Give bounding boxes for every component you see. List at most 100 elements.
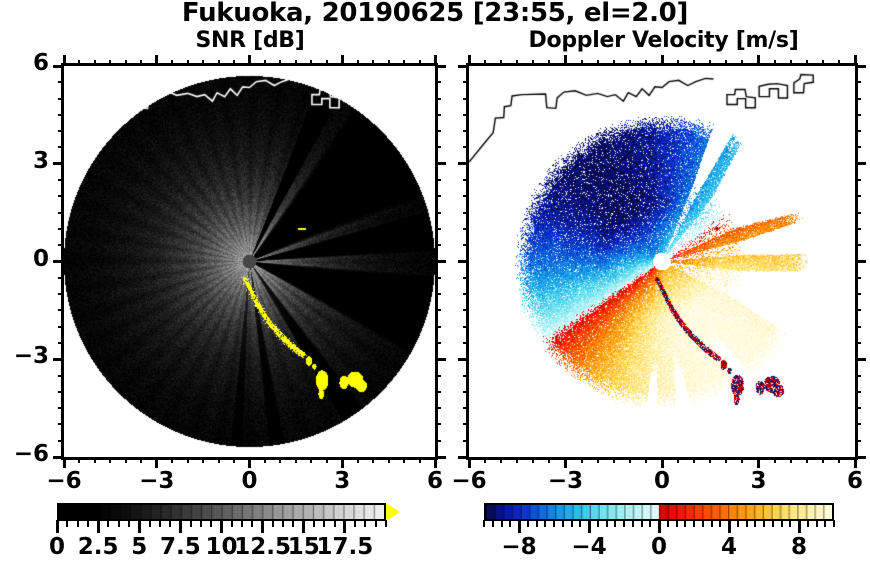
colorbar-minor-tick	[763, 520, 765, 527]
colorbar-major-tick	[797, 520, 801, 533]
x-minor-tick	[516, 60, 519, 66]
y-minor-tick	[855, 81, 861, 84]
y-minor-tick	[463, 130, 469, 133]
y-minor-tick	[58, 341, 64, 344]
y-major-tick	[53, 357, 64, 361]
colorbar-tick-label: 0	[48, 534, 65, 560]
x-minor-tick	[500, 60, 503, 66]
x-major-tick	[757, 457, 760, 468]
y-minor-tick	[463, 97, 469, 100]
colorbar-minor-tick	[333, 520, 336, 527]
y-minor-tick	[435, 97, 441, 100]
plot-axes-snr	[61, 63, 438, 460]
y-major-tick	[435, 260, 446, 263]
radar-ppi-snr	[64, 66, 435, 457]
x-major-tick	[564, 55, 567, 66]
y-minor-tick	[58, 81, 64, 84]
x-minor-tick	[387, 60, 390, 66]
velocity-colorbar-gradient	[486, 505, 832, 519]
y-major-tick	[53, 260, 64, 263]
x-minor-tick	[279, 60, 282, 66]
colorbar-minor-tick	[806, 520, 809, 527]
colorbar-tick-label: 7.5	[160, 534, 201, 560]
y-tick-label: 0	[32, 245, 49, 272]
y-minor-tick	[435, 439, 441, 442]
y-minor-tick	[855, 130, 861, 133]
colorbar-minor-tick	[631, 520, 634, 527]
y-minor-tick	[435, 309, 441, 312]
figure-suptitle: Fukuoka, 20190625 [23:55, el=2.0]	[181, 0, 689, 28]
x-minor-tick	[725, 60, 728, 66]
y-major-tick	[458, 64, 469, 68]
y-major-tick	[435, 64, 446, 68]
x-minor-tick	[709, 60, 712, 66]
x-minor-tick	[580, 60, 583, 66]
x-major-tick	[248, 55, 251, 66]
y-major-tick	[855, 455, 866, 459]
y-minor-tick	[463, 227, 469, 230]
y-minor-tick	[435, 374, 441, 377]
x-tick-label: −3	[547, 468, 584, 494]
y-minor-tick	[855, 146, 861, 149]
x-minor-tick	[325, 60, 328, 66]
colorbar-minor-tick	[282, 520, 285, 527]
y-minor-tick	[463, 211, 469, 214]
colorbar-minor-tick	[544, 520, 547, 527]
x-minor-tick	[805, 60, 808, 66]
y-minor-tick	[463, 439, 469, 442]
y-minor-tick	[463, 113, 469, 116]
x-major-tick	[248, 457, 251, 468]
colorbar-minor-tick	[815, 520, 818, 527]
colorbar-minor-tick	[614, 520, 617, 527]
y-minor-tick	[855, 309, 861, 312]
y-major-tick	[855, 64, 866, 68]
y-minor-tick	[855, 113, 861, 116]
x-minor-tick	[263, 60, 266, 66]
y-minor-tick	[435, 423, 441, 426]
colorbar-tick-label: 0	[650, 534, 667, 560]
x-minor-tick	[124, 457, 127, 463]
y-minor-tick	[463, 195, 469, 198]
colorbar-under-arrow	[470, 503, 484, 521]
y-tick-label: 3	[32, 147, 49, 174]
colorbar-minor-tick	[649, 520, 652, 527]
x-minor-tick	[403, 457, 406, 463]
colorbar-major-tick	[517, 520, 521, 533]
x-major-tick	[564, 457, 567, 468]
x-minor-tick	[773, 457, 776, 463]
colorbar-tick-label: 4	[720, 534, 737, 560]
colorbar-minor-tick	[710, 520, 713, 527]
y-minor-tick	[58, 195, 64, 198]
x-minor-tick	[109, 60, 112, 66]
x-minor-tick	[202, 60, 205, 66]
y-minor-tick	[58, 439, 64, 442]
x-minor-tick	[372, 457, 375, 463]
x-minor-tick	[548, 60, 551, 66]
colorbar-tick-label: −4	[571, 534, 607, 560]
y-minor-tick	[435, 341, 441, 344]
x-major-tick	[155, 55, 159, 66]
y-tick-label: −6	[13, 441, 49, 467]
y-major-tick	[855, 162, 866, 166]
x-major-tick	[467, 55, 471, 66]
y-major-tick	[458, 260, 469, 263]
y-minor-tick	[58, 293, 64, 296]
x-minor-tick	[821, 60, 824, 66]
x-minor-tick	[78, 60, 81, 66]
colorbar-minor-tick	[241, 520, 244, 527]
x-major-tick	[62, 457, 66, 468]
x-minor-tick	[356, 60, 359, 66]
x-minor-tick	[837, 60, 840, 66]
x-minor-tick	[693, 457, 696, 463]
y-minor-tick	[855, 293, 861, 296]
x-tick-label: 6	[426, 468, 443, 494]
colorbar-major-tick	[178, 520, 182, 533]
x-minor-tick	[789, 60, 792, 66]
colorbar-minor-tick	[579, 520, 582, 527]
y-major-tick	[53, 64, 64, 68]
y-minor-tick	[463, 309, 469, 312]
x-tick-label: −3	[139, 468, 175, 494]
y-minor-tick	[855, 195, 861, 198]
y-minor-tick	[463, 146, 469, 149]
x-minor-tick	[821, 457, 824, 463]
